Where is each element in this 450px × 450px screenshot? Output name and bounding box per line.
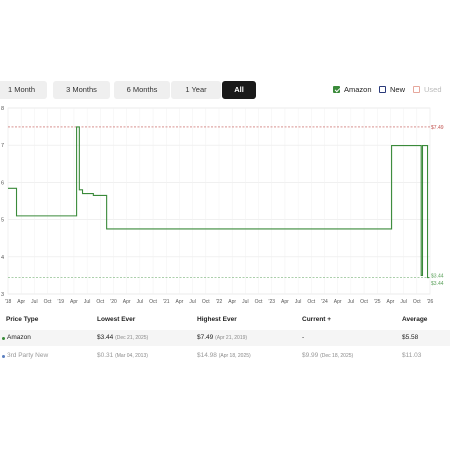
- y-tick-label: 8: [1, 106, 4, 112]
- row-price-type: Amazon: [7, 334, 31, 341]
- amazon-price-series-line: [8, 126, 429, 279]
- x-tick-label: Apr: [176, 299, 184, 305]
- range-button-1-month[interactable]: 1 Month: [0, 81, 47, 99]
- row-average: $5.58: [402, 334, 419, 341]
- row-lowest-date: (Mar 04, 2013): [115, 353, 148, 359]
- y-tick-label: 7: [1, 143, 4, 149]
- row-lowest-date: (Dec 21, 2025): [115, 335, 149, 341]
- legend-label-used: Used: [424, 85, 442, 94]
- range-button-1-year[interactable]: 1 Year: [171, 81, 221, 99]
- x-tick-label: Jul: [295, 299, 301, 305]
- header-highest-ever: Highest Ever: [197, 316, 237, 323]
- x-tick-label: '21: [163, 299, 170, 305]
- x-tick-label: Apr: [70, 299, 78, 305]
- table-row: Amazon $3.44 (Dec 21, 2025) $7.49 (Apr 2…: [0, 330, 450, 346]
- row-price-type: 3rd Party New: [7, 352, 49, 359]
- x-tick-label: Oct: [360, 299, 368, 305]
- legend-label-new: New: [390, 85, 406, 94]
- x-tick-label: Apr: [228, 299, 236, 305]
- x-tick-label: Jul: [84, 299, 90, 305]
- x-tick-label: Oct: [96, 299, 104, 305]
- x-tick-label: Oct: [202, 299, 210, 305]
- time-range-selector: 1 Month 3 Months 6 Months 1 Year All: [0, 81, 450, 99]
- row-highest-value: $7.49: [197, 334, 214, 341]
- x-tick-label: Jul: [31, 299, 37, 305]
- price-annotation-label: $3.44: [431, 273, 444, 279]
- row-highest-date: (Apr 21, 2019): [215, 335, 248, 341]
- new-checkbox-icon[interactable]: [379, 86, 386, 93]
- table-header-row: Price Type Lowest Ever Highest Ever Curr…: [0, 312, 450, 328]
- used-checkbox-icon[interactable]: [413, 86, 420, 93]
- row-current: $9.99 (Dec 18, 2025): [302, 348, 353, 364]
- x-tick-label: '19: [57, 299, 64, 305]
- row-lowest-value: $0.31: [97, 352, 114, 359]
- row-highest: $7.49 (Apr 21, 2019): [197, 330, 247, 346]
- price-annotation-label: $3.44: [431, 281, 444, 287]
- x-tick-label: Apr: [387, 299, 395, 305]
- third-party-series-dot-icon: [2, 354, 5, 358]
- row-current: -: [302, 334, 305, 341]
- x-tick-label: Jul: [242, 299, 248, 305]
- range-button-3-months[interactable]: 3 Months: [53, 81, 110, 99]
- legend-label-amazon: Amazon: [344, 85, 372, 94]
- range-button-6-months[interactable]: 6 Months: [114, 81, 170, 99]
- row-lowest: $3.44 (Dec 21, 2025): [97, 330, 148, 346]
- row-highest: $14.98 (Apr 18, 2025): [197, 348, 251, 364]
- price-history-chart: 8 7 6 5 4 3'18 Apr Jul Oct '19 Apr Jul Oct '20 Apr Jul O…: [1, 106, 444, 305]
- x-tick-label: Apr: [281, 299, 289, 305]
- x-tick-label: '18: [5, 299, 12, 305]
- x-tick-label: Apr: [123, 299, 131, 305]
- x-tick-label: Apr: [334, 299, 342, 305]
- x-tick-label: Oct: [307, 299, 315, 305]
- x-tick-label: Oct: [413, 299, 421, 305]
- x-tick-label: Oct: [149, 299, 157, 305]
- x-tick-label: '26: [427, 299, 434, 305]
- y-tick-label: 5: [1, 218, 4, 224]
- header-average: Average: [402, 316, 428, 323]
- x-tick-label: Apr: [17, 299, 25, 305]
- header-current[interactable]: Current +: [302, 312, 331, 328]
- row-average: $11.03: [402, 352, 422, 359]
- row-highest-date: (Apr 18, 2025): [218, 353, 251, 359]
- amazon-checkbox-icon[interactable]: [333, 86, 340, 93]
- header-lowest-ever: Lowest Ever: [97, 316, 136, 323]
- header-price-type: Price Type: [6, 316, 39, 323]
- x-tick-label: Oct: [44, 299, 52, 305]
- amazon-series-dot-icon: [2, 336, 5, 340]
- x-tick-label: '24: [321, 299, 328, 305]
- x-tick-label: '22: [216, 299, 223, 305]
- y-tick-label: 3: [1, 292, 4, 298]
- price-annotation-label: $7.49: [431, 125, 444, 131]
- x-tick-label: '23: [268, 299, 275, 305]
- chart-legend: Amazon New Used: [333, 84, 450, 96]
- x-tick-label: '20: [110, 299, 117, 305]
- y-tick-label: 6: [1, 180, 4, 186]
- x-tick-label: Jul: [348, 299, 354, 305]
- row-lowest: $0.31 (Mar 04, 2013): [97, 348, 148, 364]
- header-current-label: Current: [302, 316, 326, 323]
- row-lowest-value: $3.44: [97, 334, 114, 341]
- x-tick-label: Oct: [255, 299, 263, 305]
- row-current-date: (Dec 18, 2025): [320, 353, 354, 359]
- x-tick-label: Jul: [400, 299, 406, 305]
- x-tick-label: Jul: [137, 299, 143, 305]
- sort-icon[interactable]: +: [327, 316, 332, 323]
- x-tick-label: '25: [374, 299, 381, 305]
- table-row: 3rd Party New $0.31 (Mar 04, 2013) $14.9…: [0, 348, 450, 364]
- range-button-all[interactable]: All: [222, 81, 256, 99]
- x-tick-label: Jul: [189, 299, 195, 305]
- row-highest-value: $14.98: [197, 352, 217, 359]
- y-tick-label: 4: [1, 255, 4, 261]
- row-current-value: $9.99: [302, 352, 319, 359]
